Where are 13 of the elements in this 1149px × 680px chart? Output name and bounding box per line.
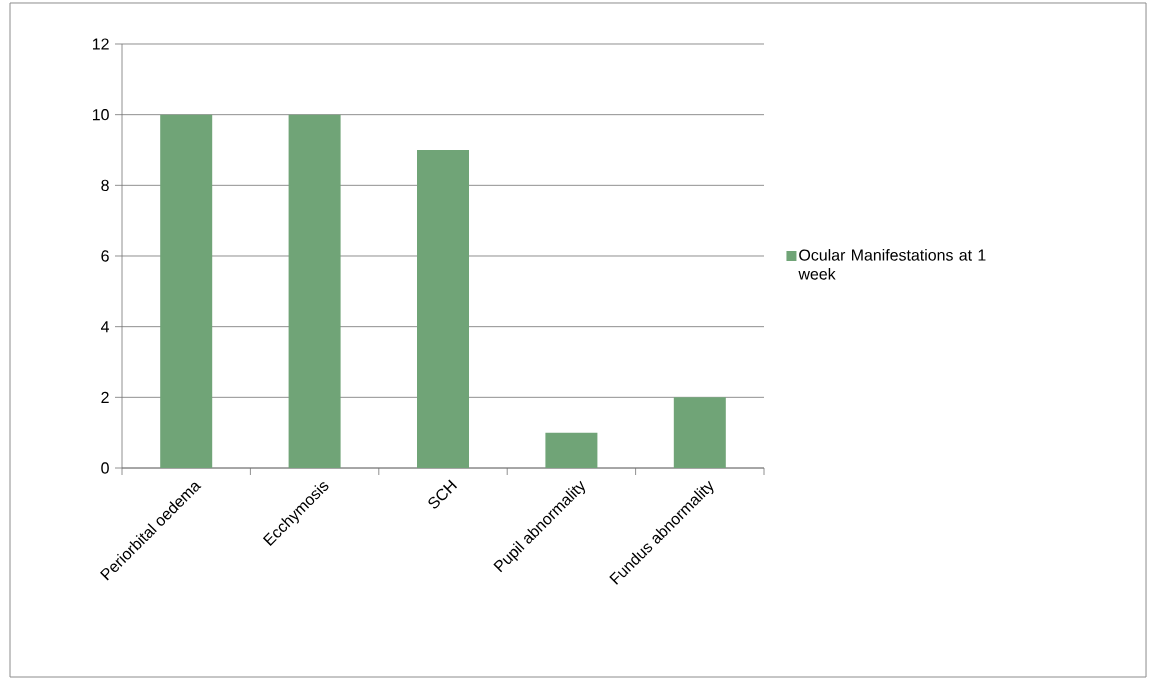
- legend-label: Ocular Manifestations at 1 week: [798, 249, 986, 280]
- y-tick-label: 6: [101, 250, 109, 262]
- y-tick-label: 2: [101, 391, 109, 403]
- y-tick-label: 8: [101, 179, 109, 191]
- y-tick-label: 4: [100, 321, 110, 333]
- y-tick-label: 10: [92, 109, 109, 121]
- y-tick-label: 12: [92, 38, 109, 50]
- bar: [545, 432, 598, 468]
- bar: [417, 150, 469, 468]
- bar: [288, 114, 341, 468]
- bar: [673, 397, 726, 468]
- y-tick-label: 0: [101, 462, 109, 474]
- bar: [160, 114, 213, 468]
